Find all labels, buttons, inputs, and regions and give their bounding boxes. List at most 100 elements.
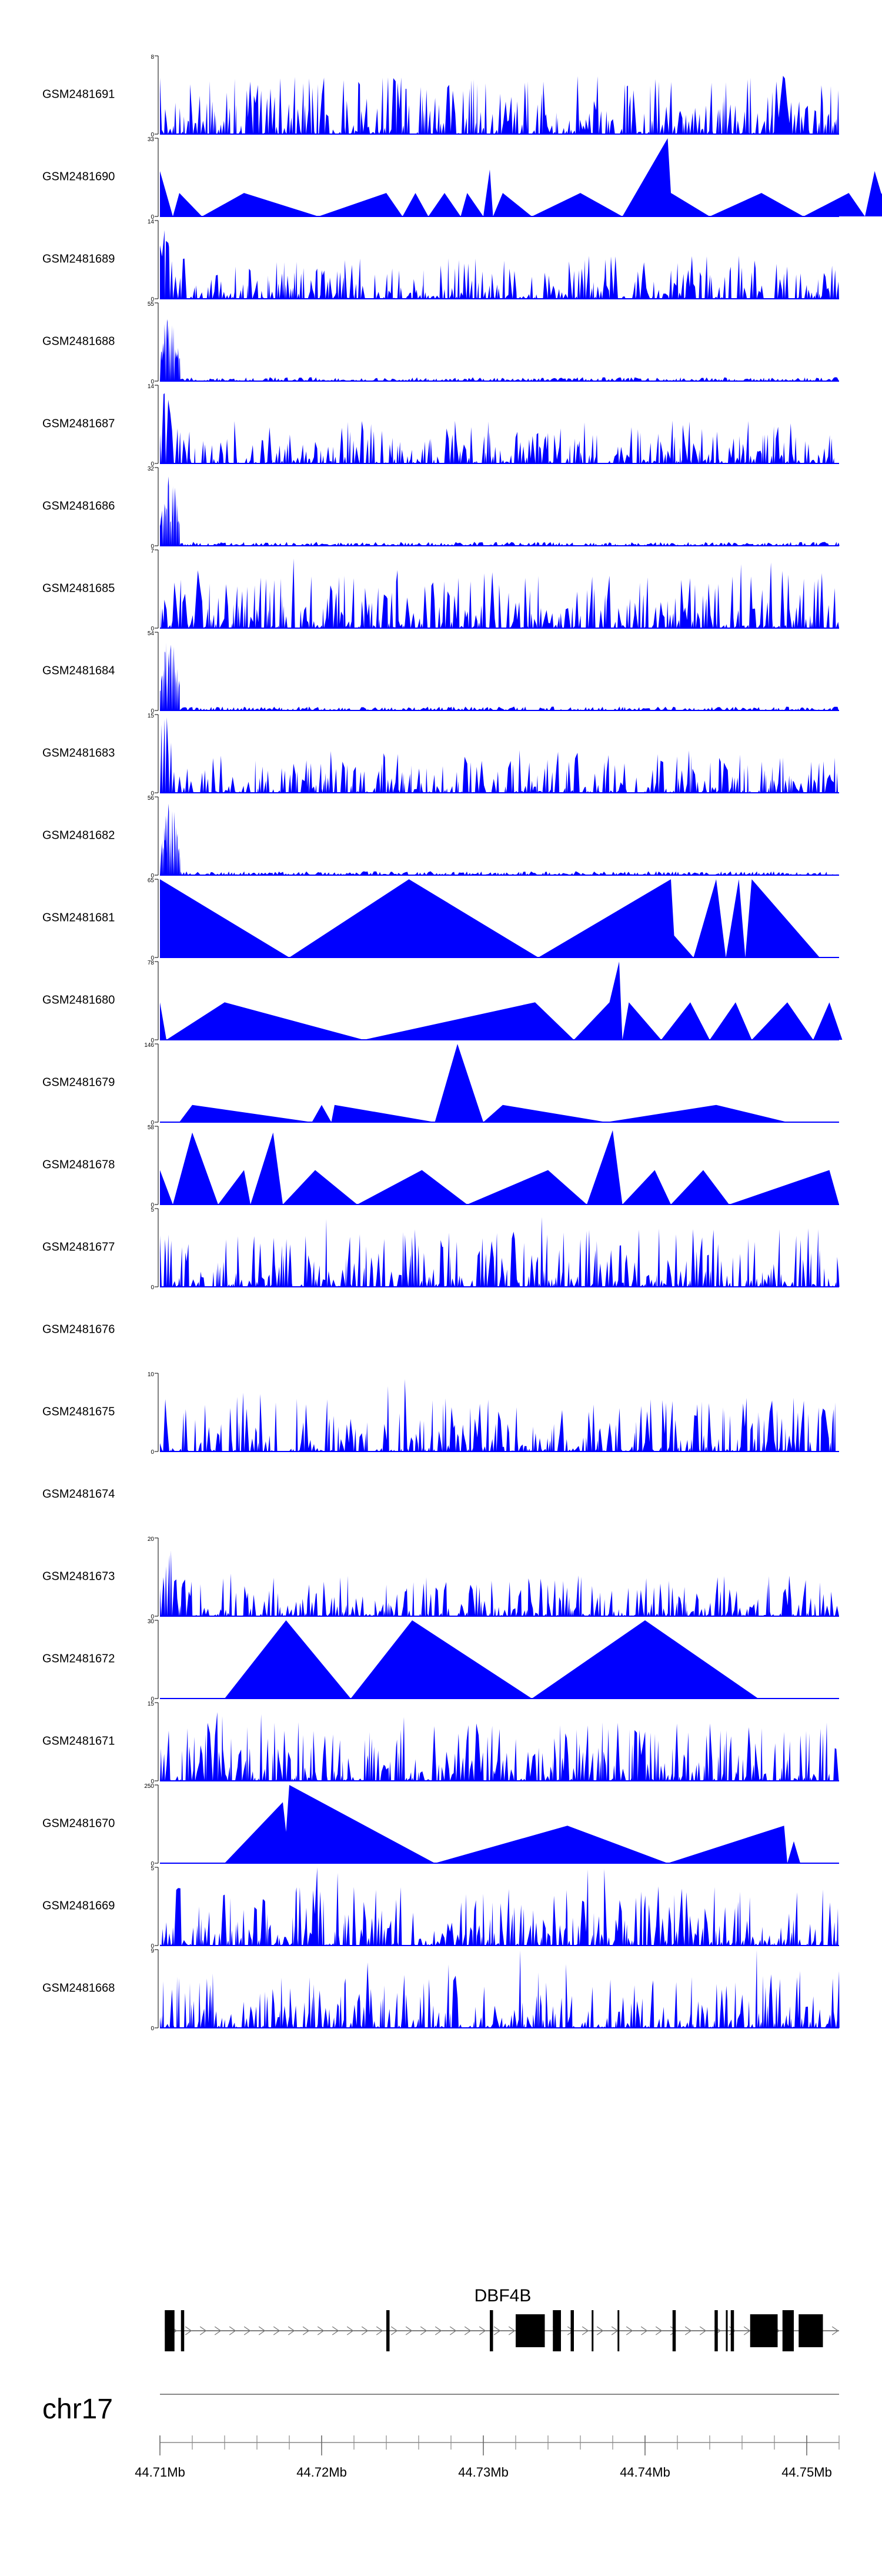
track-ymax-label: 8 bbox=[151, 54, 154, 61]
strand-chevron bbox=[831, 2326, 839, 2335]
track-ymax-label: 146 bbox=[144, 1042, 154, 1049]
gene-exon bbox=[617, 2310, 620, 2351]
coverage-area bbox=[160, 230, 839, 299]
track-ymin-label: 0 bbox=[151, 1943, 154, 1950]
track-ymin-label: 0 bbox=[151, 1778, 154, 1785]
coverage-area bbox=[160, 1379, 839, 1451]
gene-exon bbox=[714, 2310, 718, 2351]
strand-chevron bbox=[361, 2326, 369, 2335]
strand-chevron bbox=[655, 2326, 663, 2335]
track-label: GSM2481670 bbox=[42, 1817, 115, 1830]
track-ymin-label: 0 bbox=[151, 626, 154, 632]
strand-chevron bbox=[332, 2326, 339, 2335]
chromosome-label: chr17 bbox=[42, 2394, 113, 2425]
strand-chevron bbox=[626, 2326, 633, 2335]
x-axis-tick-label: 44.74Mb bbox=[620, 2465, 670, 2480]
strand-chevron bbox=[743, 2326, 751, 2335]
strand-chevron bbox=[346, 2326, 354, 2335]
gene-exon bbox=[553, 2310, 561, 2351]
track-label: GSM2481690 bbox=[42, 171, 115, 183]
gene-exon bbox=[730, 2310, 734, 2351]
track-ymax-label: 65 bbox=[148, 877, 155, 884]
coverage-area bbox=[160, 803, 839, 875]
strand-chevron bbox=[273, 2326, 280, 2335]
gene-exon bbox=[782, 2310, 794, 2351]
track-ymax-label: 5 bbox=[151, 1207, 154, 1213]
strand-chevron bbox=[405, 2326, 413, 2335]
track-label: GSM2481687 bbox=[42, 418, 115, 431]
track-ymin-label: 0 bbox=[151, 790, 154, 797]
strand-chevron bbox=[596, 2326, 604, 2335]
track-ymax-label: 9 bbox=[151, 1948, 154, 1954]
coverage-area bbox=[160, 1867, 839, 1946]
track-ymax-label: 15 bbox=[148, 713, 155, 719]
strand-chevron bbox=[376, 2326, 383, 2335]
track-label: GSM2481683 bbox=[42, 747, 115, 760]
strand-chevron bbox=[214, 2326, 222, 2335]
track-label: GSM2481680 bbox=[42, 994, 115, 1007]
strand-chevron bbox=[479, 2326, 486, 2335]
gene-exon bbox=[165, 2310, 175, 2351]
strand-chevron bbox=[464, 2326, 472, 2335]
track-label: GSM2481671 bbox=[42, 1735, 115, 1748]
coverage-area bbox=[160, 962, 843, 1040]
strand-chevron bbox=[258, 2326, 266, 2335]
strand-chevron bbox=[243, 2326, 251, 2335]
track-label: GSM2481686 bbox=[42, 500, 115, 513]
strand-chevron bbox=[449, 2326, 457, 2335]
track-ymin-label: 0 bbox=[151, 132, 154, 138]
track-ymax-label: 14 bbox=[148, 219, 155, 225]
track-label: GSM2481688 bbox=[42, 335, 115, 348]
track-ymin-label: 0 bbox=[151, 708, 154, 715]
track-label: GSM2481677 bbox=[42, 1241, 115, 1254]
gene-exon bbox=[726, 2310, 728, 2351]
track-label: GSM2481691 bbox=[42, 88, 115, 101]
coverage-area bbox=[160, 642, 839, 710]
track-ymin-label: 0 bbox=[151, 2026, 154, 2032]
track-ymax-label: 78 bbox=[148, 960, 155, 966]
coverage-area bbox=[160, 138, 882, 216]
strand-chevron bbox=[185, 2326, 192, 2335]
track-label: GSM2481678 bbox=[42, 1159, 115, 1172]
coverage-area bbox=[160, 879, 820, 957]
strand-chevron bbox=[390, 2326, 398, 2335]
x-axis-tick-label: 44.75Mb bbox=[781, 2465, 832, 2480]
track-label: GSM2481668 bbox=[42, 1982, 115, 1995]
track-ymin-label: 0 bbox=[151, 955, 154, 962]
coverage-area bbox=[160, 393, 839, 463]
track-ymin-label: 0 bbox=[151, 1861, 154, 1867]
strand-chevron bbox=[493, 2326, 501, 2335]
track-ymin-label: 0 bbox=[151, 296, 154, 303]
track-ymin-label: 0 bbox=[151, 1449, 154, 1456]
strand-chevron bbox=[199, 2326, 207, 2335]
strand-chevron bbox=[317, 2326, 325, 2335]
x-axis-tick-label: 44.71Mb bbox=[135, 2465, 185, 2480]
track-label: GSM2481674 bbox=[42, 1488, 115, 1501]
track-label: GSM2481682 bbox=[42, 829, 115, 842]
track-ymin-label: 0 bbox=[151, 214, 154, 221]
track-ymin-label: 0 bbox=[151, 873, 154, 879]
track-label: GSM2481681 bbox=[42, 912, 115, 925]
coverage-area bbox=[160, 1130, 839, 1204]
track-ymin-label: 0 bbox=[151, 1614, 154, 1620]
track-ymin-label: 0 bbox=[151, 1284, 154, 1291]
coverage-area bbox=[160, 1550, 839, 1616]
track-ymax-label: 250 bbox=[144, 1783, 154, 1790]
coverage-area bbox=[160, 717, 839, 793]
gene-exon bbox=[592, 2310, 594, 2351]
coverage-area bbox=[160, 1950, 840, 2028]
coverage-area bbox=[160, 1217, 840, 1287]
coverage-area bbox=[225, 1620, 759, 1699]
strand-chevron bbox=[582, 2326, 589, 2335]
track-ymin-label: 0 bbox=[151, 1696, 154, 1703]
gene-exon bbox=[570, 2310, 574, 2351]
track-ymax-label: 56 bbox=[148, 795, 155, 802]
gene-exon bbox=[516, 2314, 545, 2347]
gene-exon bbox=[750, 2314, 778, 2347]
gene-exon bbox=[672, 2310, 676, 2351]
x-axis-tick-label: 44.73Mb bbox=[458, 2465, 509, 2480]
track-label: GSM2481684 bbox=[42, 665, 115, 678]
coverage-area bbox=[160, 558, 839, 628]
track-ymax-label: 14 bbox=[148, 383, 155, 390]
